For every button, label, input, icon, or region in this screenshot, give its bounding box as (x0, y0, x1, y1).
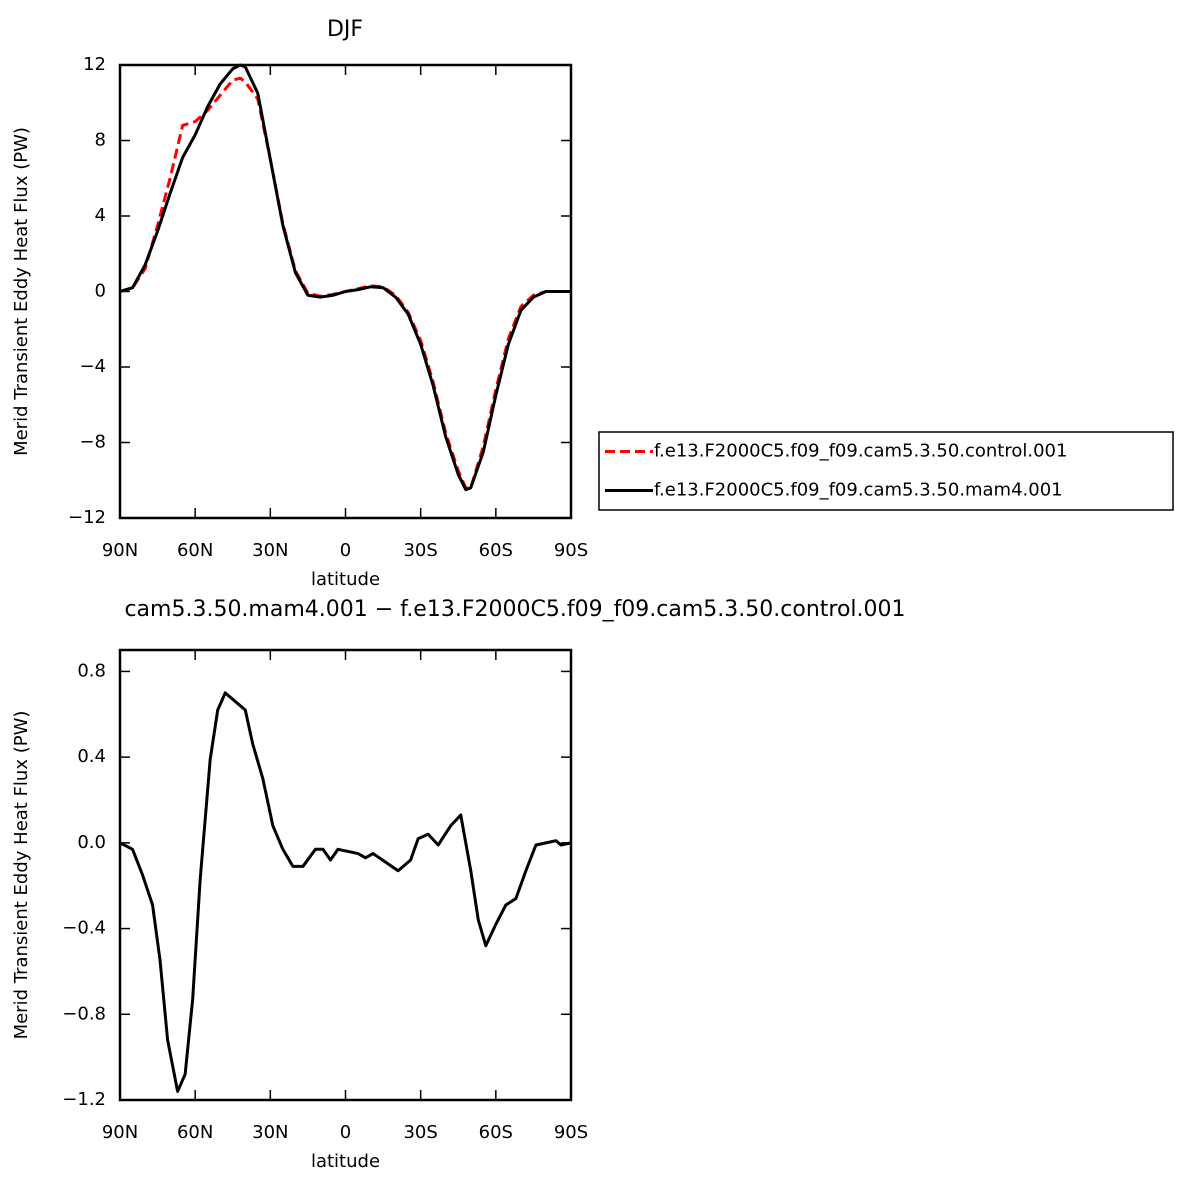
x-tick-label: 0 (340, 1122, 351, 1143)
x-tick-label: 30N (252, 540, 288, 561)
y-tick-label: 0 (95, 281, 106, 302)
plot-frame (118, 648, 573, 1102)
y-tick-label: 4 (95, 205, 106, 226)
chart-title: DJF (327, 17, 363, 42)
x-tick-label: 30N (252, 1122, 288, 1143)
y-tick-label: 0.8 (77, 660, 106, 681)
y-tick-label: 12 (83, 54, 106, 75)
x-axis-label: latitude (311, 569, 380, 590)
y-tick-label: −8 (79, 432, 106, 453)
x-tick-label: 60N (177, 1122, 213, 1143)
plot-frame (118, 63, 573, 520)
x-axis-label: latitude (311, 1151, 380, 1172)
x-tick-label: 90S (554, 1122, 588, 1143)
x-tick-label: 60S (479, 540, 513, 561)
y-tick-label: 8 (95, 130, 106, 151)
y-axis-label: Merid Transient Eddy Heat Flux (PW) (11, 711, 32, 1040)
y-tick-label: 0.4 (77, 746, 106, 767)
y-tick-label: −0.4 (62, 918, 106, 939)
chart-title: cam5.3.50.mam4.001 − f.e13.F2000C5.f09_f… (124, 597, 905, 622)
legend-box (598, 431, 1174, 511)
y-tick-label: −0.8 (62, 1003, 106, 1024)
legend-label: f.e13.F2000C5.f09_f09.cam5.3.50.mam4.001 (654, 480, 1063, 501)
y-tick-label: −12 (68, 507, 106, 528)
legend-label: f.e13.F2000C5.f09_f09.cam5.3.50.control.… (654, 441, 1067, 462)
x-tick-label: 60N (177, 540, 213, 561)
x-tick-label: 90S (554, 540, 588, 561)
y-axis-label: Merid Transient Eddy Heat Flux (PW) (11, 127, 32, 456)
x-tick-label: 30S (403, 540, 437, 561)
series-line (119, 63, 571, 492)
x-tick-label: 90N (102, 540, 138, 561)
series-line (119, 691, 572, 1093)
y-tick-label: −4 (79, 356, 106, 377)
y-tick-label: −1.2 (62, 1089, 106, 1110)
x-tick-label: 90N (102, 1122, 138, 1143)
x-tick-label: 60S (479, 1122, 513, 1143)
series-line (119, 76, 571, 490)
x-tick-label: 30S (403, 1122, 437, 1143)
x-tick-label: 0 (340, 540, 351, 561)
y-tick-label: 0.0 (77, 832, 106, 853)
